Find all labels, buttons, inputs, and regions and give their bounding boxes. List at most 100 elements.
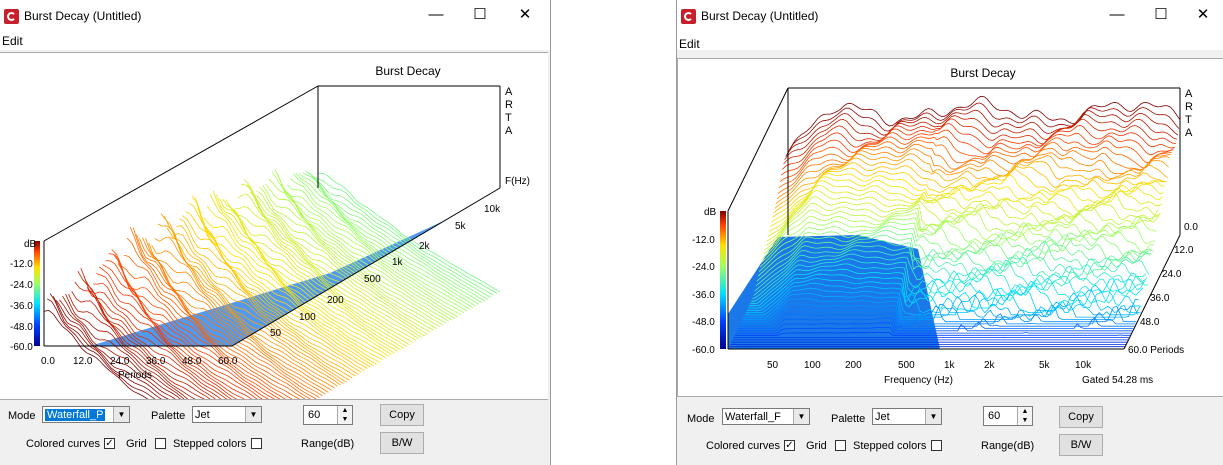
- minimize-icon[interactable]: —: [1109, 6, 1125, 23]
- maximize-icon[interactable]: ☐: [473, 6, 487, 23]
- bw-button[interactable]: B/W: [380, 432, 424, 454]
- waterfall-curve: [314, 177, 498, 294]
- waterfall-plot-frequency: Burst Decay A R T A dB -12.0 -24.0 -36.0…: [677, 58, 1223, 397]
- waterfall-curve: [778, 139, 1172, 189]
- freq-tick-10k: 10k: [484, 204, 501, 215]
- stepped-colors-checkbox[interactable]: [251, 438, 262, 449]
- waterfall-curve: [765, 196, 1160, 247]
- spin-down-icon[interactable]: ▼: [1017, 416, 1032, 425]
- arta-app-icon: [681, 9, 696, 24]
- waterfall-curve: [762, 212, 1157, 259]
- copy-button[interactable]: Copy: [380, 404, 424, 426]
- waterfall-curve: [742, 298, 1138, 320]
- waterfall-curve: [763, 207, 1158, 255]
- waterfall-curve: [222, 198, 407, 348]
- waterfall-curve: [256, 190, 440, 328]
- close-icon[interactable]: ✕: [1196, 6, 1210, 23]
- db-tick-48: -48.0: [692, 317, 715, 328]
- waterfall-curve: [280, 183, 465, 314]
- waterfall-curve: [154, 236, 341, 386]
- waterfall-curve: [132, 227, 320, 398]
- waterfall-curve: [787, 95, 1181, 153]
- waterfall-curve: [296, 172, 480, 305]
- frame-left-top: [727, 87, 789, 212]
- menu-edit[interactable]: Edit: [679, 37, 700, 51]
- range-stepper[interactable]: 60 ▲ ▼: [983, 406, 1033, 426]
- freq-tick-100: 100: [804, 360, 821, 371]
- waterfall-curve: [99, 266, 258, 399]
- waterfall-curve: [246, 184, 431, 333]
- minimize-icon[interactable]: —: [428, 6, 444, 23]
- waterfall-curve: [148, 242, 335, 389]
- period-tick-12: 12.0: [73, 356, 93, 367]
- spin-up-icon[interactable]: ▲: [337, 406, 352, 415]
- stepped-colors-checkbox[interactable]: [931, 440, 942, 451]
- palette-select[interactable]: Jet ▼: [872, 408, 942, 425]
- close-icon[interactable]: ✕: [518, 6, 532, 23]
- palette-label: Palette: [151, 410, 186, 422]
- waterfall-curve: [74, 281, 211, 399]
- waterfall-curve: [234, 205, 419, 340]
- waterfall-curve: [740, 308, 1136, 325]
- waterfall-curve: [136, 234, 323, 397]
- colored-curves-checkbox[interactable]: ✓: [784, 440, 795, 451]
- menu-edit[interactable]: Edit: [2, 34, 23, 48]
- waterfall-curve: [283, 188, 468, 312]
- waterfall-curve: [771, 173, 1165, 223]
- waterfall-curve: [783, 118, 1176, 165]
- freq-tick-2k: 2k: [419, 241, 431, 252]
- range-value: 60: [988, 410, 1001, 422]
- chevron-down-icon[interactable]: ▼: [245, 407, 261, 422]
- waterfall-curve: [774, 157, 1168, 209]
- spin-up-icon[interactable]: ▲: [1017, 407, 1032, 416]
- mode-select[interactable]: Waterfall_P ▼: [42, 406, 130, 423]
- range-stepper[interactable]: 60 ▲ ▼: [303, 405, 353, 425]
- arta-app-icon: [4, 9, 19, 24]
- waterfall-curve: [173, 233, 359, 375]
- mode-select[interactable]: Waterfall_F ▼: [722, 408, 810, 425]
- waterfall-curve: [753, 249, 1148, 296]
- chevron-down-icon[interactable]: ▼: [925, 409, 941, 424]
- waterfall-curve: [182, 215, 368, 369]
- copy-button[interactable]: Copy: [1059, 406, 1103, 428]
- spin-down-icon[interactable]: ▼: [337, 415, 352, 424]
- chevron-down-icon[interactable]: ▼: [113, 407, 129, 422]
- palette-select[interactable]: Jet ▼: [192, 406, 262, 423]
- maximize-icon[interactable]: ☐: [1154, 6, 1168, 23]
- period-tick-24: 24.0: [110, 356, 130, 367]
- brand-a2: A: [505, 125, 513, 137]
- waterfall-curve: [142, 237, 329, 393]
- waterfall-curve: [163, 215, 350, 381]
- grid-checkbox[interactable]: [835, 440, 846, 451]
- mode-value: Waterfall_P: [45, 409, 106, 421]
- colored-curves-checkbox[interactable]: ✓: [104, 438, 115, 449]
- period-tick-60: 60.0: [218, 356, 238, 367]
- waterfall-curve: [96, 273, 253, 399]
- waterfall-curve: [59, 299, 181, 399]
- range-label: Range(dB): [301, 438, 355, 450]
- freq-tick-2k: 2k: [984, 360, 996, 371]
- waterfall-curve: [86, 287, 232, 399]
- waterfall-curve: [80, 267, 222, 399]
- waterfall-curve: [748, 273, 1144, 309]
- waterfall-curve: [151, 245, 338, 387]
- waterfall-curve: [228, 204, 413, 343]
- grid-checkbox[interactable]: [155, 438, 166, 449]
- waterfall-curve: [43, 309, 149, 399]
- db-label: dB: [24, 239, 37, 250]
- waterfall-curve: [744, 287, 1140, 316]
- waterfall-curves: [43, 168, 501, 399]
- waterfall-curve: [176, 225, 362, 373]
- freq-tick-200: 200: [327, 295, 344, 306]
- waterfall-curve: [126, 237, 311, 399]
- waterfall-curve: [105, 260, 269, 399]
- chevron-down-icon[interactable]: ▼: [793, 409, 809, 424]
- waterfall-curve: [277, 174, 462, 316]
- bw-button[interactable]: B/W: [1059, 434, 1103, 456]
- db-tick-36: -36.0: [692, 290, 715, 301]
- chart-title: Burst Decay: [950, 66, 1015, 80]
- waterfall-curve: [743, 292, 1139, 318]
- freq-tick-100: 100: [299, 312, 316, 323]
- waterfall-curve: [83, 275, 228, 399]
- brand-r: R: [1185, 101, 1193, 113]
